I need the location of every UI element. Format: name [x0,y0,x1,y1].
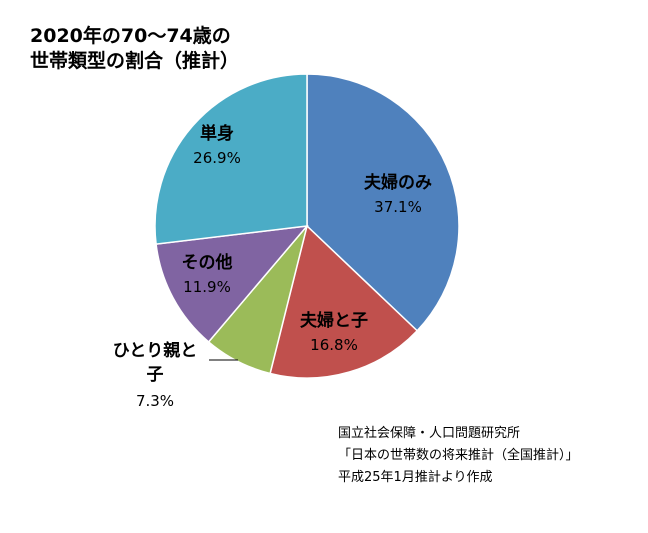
pie-slice-0 [306,73,460,332]
slice-label-3-line-0: その他 [182,252,233,273]
source-line-3: 平成25年1月推計より作成 [338,469,493,485]
slice-value-2: 7.3% [136,392,174,410]
pie-slice-1 [269,224,419,379]
slice-label-0-line-0: 夫婦のみ [364,172,432,193]
pie-slices [154,73,460,379]
source-line-1: 国立社会保障・人口問題研究所 [338,425,520,441]
chart-title: 2020年の70～74歳の 世帯類型の割合（推計） [30,24,239,72]
slice-label-1-line-0: 夫婦と子 [300,310,368,331]
chart-title-line-1: 2020年の70～74歳の [30,24,231,47]
slice-label-2-line-1: 子 [147,365,164,385]
chart-title-line-2: 世帯類型の割合（推計） [30,49,239,72]
slice-value-1: 16.8% [310,336,358,354]
pie-slice-3 [155,225,309,343]
pie-slice-4 [154,73,308,245]
slice-value-4: 26.9% [193,149,241,167]
slice-label-4-line-0: 単身 [200,123,234,144]
source-note: 国立社会保障・人口問題研究所 「日本の世帯数の将来推計（全国推計）」 平成25年… [338,425,579,485]
slice-value-3: 11.9% [183,278,231,296]
slice-value-0: 37.1% [374,198,422,216]
source-line-2: 「日本の世帯数の将来推計（全国推計）」 [338,447,579,463]
slice-label-2-line-0: ひとり親と [113,340,198,361]
